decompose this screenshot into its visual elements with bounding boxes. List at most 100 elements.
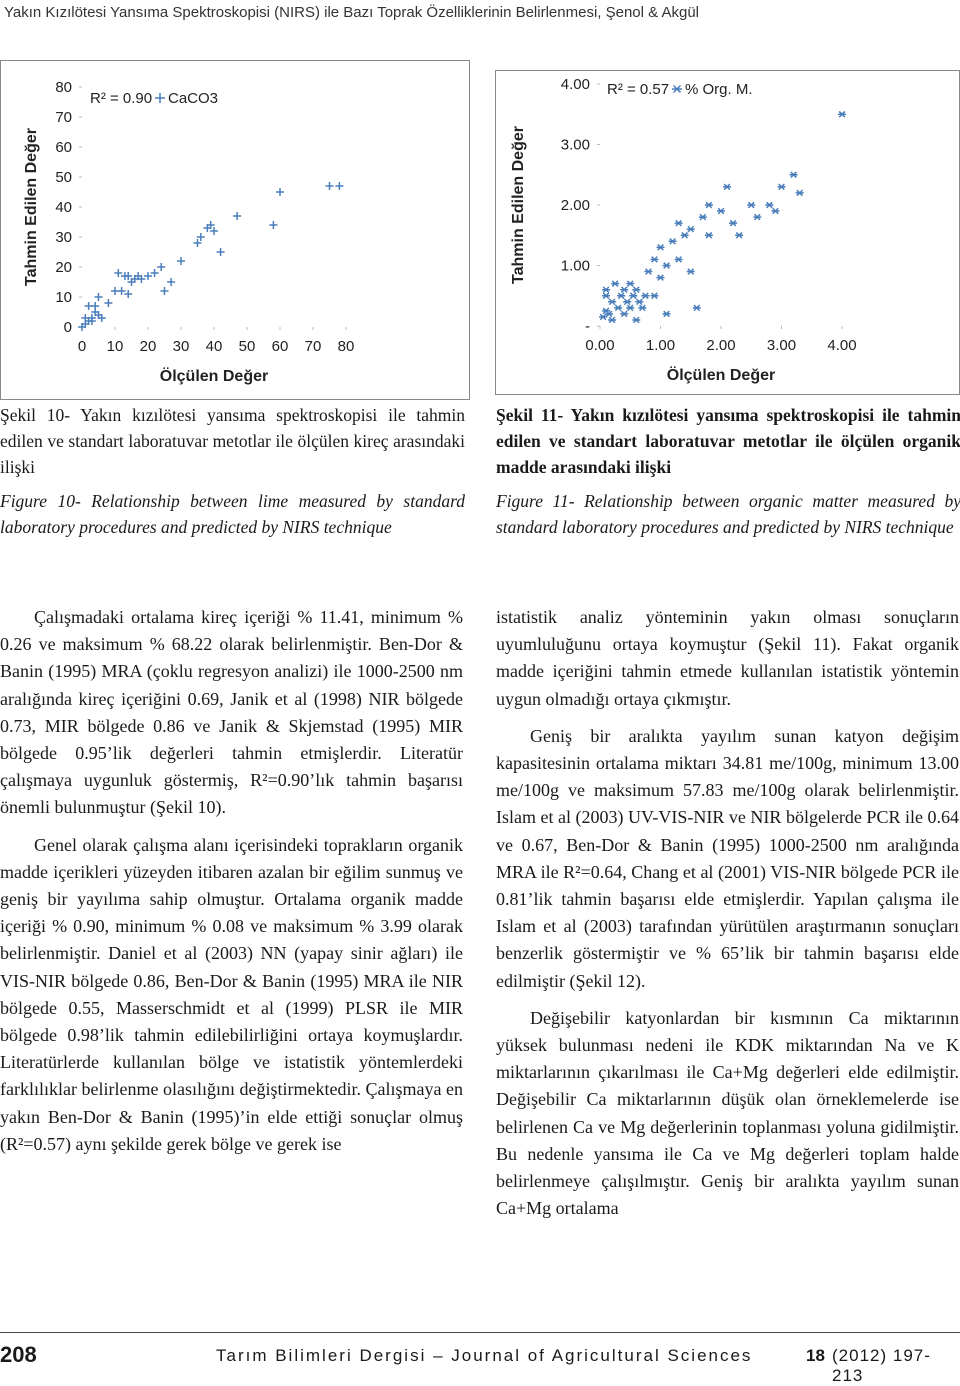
chart-frame (0, 60, 470, 400)
legend-marker (672, 84, 682, 94)
pages: (2012) 197-213 (832, 1346, 931, 1385)
point (124, 290, 133, 298)
point (795, 189, 804, 197)
point (629, 292, 638, 300)
point (692, 304, 701, 312)
point (686, 268, 695, 275)
y-tick-label: 2.00 (561, 197, 590, 214)
point (602, 307, 611, 315)
point (216, 248, 225, 256)
x-tick-label: 70 (305, 338, 322, 355)
journal-name: Tarım Bilimleri Dergisi – Journal of Agr… (216, 1346, 753, 1365)
point (196, 233, 205, 241)
legend-marker (155, 93, 165, 103)
point (620, 310, 629, 318)
x-tick-label: 4.00 (827, 337, 856, 354)
point (193, 239, 202, 247)
y-tick-label: 10 (55, 289, 72, 306)
point (206, 221, 215, 229)
point (644, 268, 653, 275)
legend-label: % Org. M. (685, 81, 753, 98)
point (626, 304, 635, 312)
point (611, 280, 620, 287)
point (674, 256, 683, 263)
point (150, 269, 159, 277)
point (680, 231, 689, 239)
x-tick-label: 2.00 (706, 337, 735, 354)
x-tick-label: 0.00 (585, 337, 614, 354)
text-column: Çalışmadaki ortalama kireç içeriği % 11.… (0, 604, 463, 1168)
point (650, 292, 659, 300)
x-tick-label: 80 (338, 338, 355, 355)
point (747, 201, 756, 209)
y-tick-label: 60 (55, 139, 72, 156)
point (325, 182, 334, 190)
point (81, 314, 90, 322)
point (635, 298, 644, 306)
point (144, 272, 152, 280)
point (698, 213, 707, 221)
x-tick-label: 0 (78, 338, 86, 355)
x-tick-label: 60 (272, 338, 289, 355)
point (704, 201, 713, 209)
point (668, 237, 677, 245)
y-axis-title: Tahmin Edilen Değer (23, 128, 40, 286)
point (704, 231, 713, 239)
footer-rule (0, 1332, 960, 1333)
point (104, 299, 113, 307)
paragraph: Çalışmadaki ortalama kireç içeriği % 11.… (0, 607, 463, 818)
y-axis-title: Tahmin Edilen Değer (510, 126, 527, 284)
point (91, 302, 100, 310)
point (765, 201, 774, 209)
point (177, 257, 185, 265)
x-tick-label: 10 (107, 338, 124, 355)
point (838, 110, 846, 118)
page-number: 208 (0, 1342, 37, 1367)
point (626, 280, 635, 287)
point (137, 275, 146, 283)
y-tick-label: 0 (64, 319, 72, 336)
y-tick-label: 1.00 (561, 258, 590, 275)
point (674, 219, 683, 227)
x-tick-label: 40 (206, 338, 223, 355)
legend-label: CaCO3 (168, 90, 218, 107)
x-tick-label: 50 (239, 338, 256, 355)
point (276, 188, 284, 196)
caption-tr: Şekil 10- Yakın kızılötesi yansıma spekt… (0, 405, 465, 477)
caption-en: Figure 11- Relationship between organic … (496, 491, 960, 537)
caption: Şekil 11- Yakın kızılötesi yansıma spekt… (496, 402, 960, 548)
point (608, 316, 617, 324)
point (632, 316, 641, 324)
point (641, 292, 650, 300)
volume: 18 (806, 1346, 825, 1365)
point (114, 269, 123, 277)
y-tick-label: 80 (55, 79, 72, 96)
point (656, 274, 665, 281)
x-tick-label: 20 (140, 338, 157, 355)
point (608, 298, 617, 306)
point (599, 313, 608, 321)
point (167, 278, 176, 286)
point (97, 314, 106, 322)
point (94, 293, 103, 301)
point (210, 227, 218, 235)
paragraph: istatistik analiz yönteminin yakın olmas… (496, 607, 959, 709)
y-tick-label: 30 (55, 229, 72, 246)
text-column: istatistik analiz yönteminin yakın olmas… (496, 604, 959, 1232)
point (638, 304, 647, 312)
point (662, 310, 671, 318)
chart: - 1.00 2.00 3.00 4.00 0.00 1.00 2.00 3.00 4.00 Ölç… (495, 70, 960, 395)
point (729, 219, 738, 227)
x-axis-title: Ölçülen Değer (667, 365, 775, 384)
y-tick-label: 3.00 (561, 137, 590, 154)
point (117, 287, 126, 295)
point (87, 317, 96, 325)
paragraph: Geniş bir aralıkta yayılım sunan katyon … (496, 725, 959, 991)
x-tick-label: 1.00 (646, 337, 675, 354)
footer: 208 Tarım Bilimleri Dergisi – Journal of… (0, 1332, 960, 1385)
y-tick-label: 40 (55, 199, 72, 216)
point (617, 292, 626, 300)
point (662, 262, 671, 269)
point (269, 221, 278, 229)
